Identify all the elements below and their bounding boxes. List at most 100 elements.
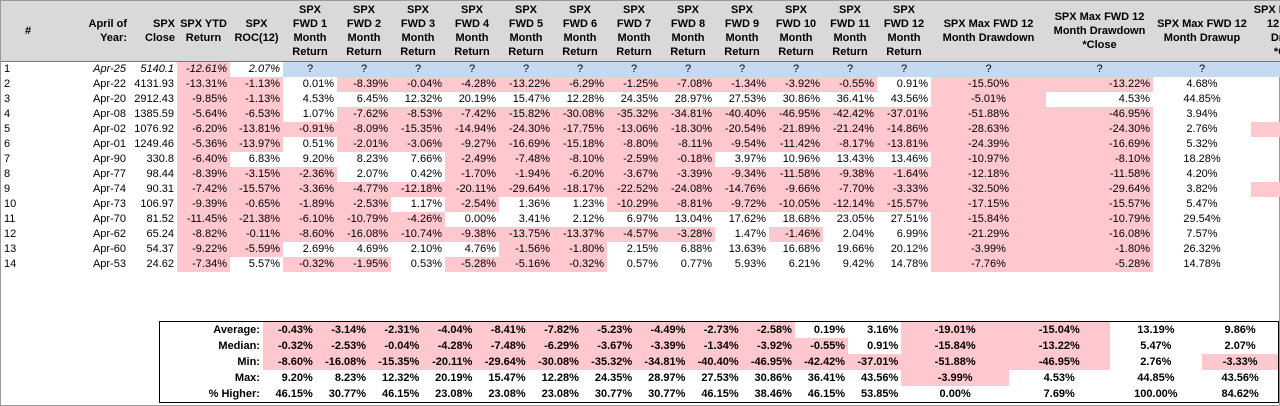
table-row: 10 Apr-73 106.97 -9.39% -0.65% -1.89% -2.53% 1.… — [1, 197, 1280, 212]
table-cell: -0.11% — [230, 227, 283, 242]
table-cell: -9.54% — [715, 137, 769, 152]
stats-cell: -15.35% — [369, 354, 423, 370]
column-header: SPX FWD 4 Month Return — [445, 1, 499, 62]
column-header: SPX FWD 9 Month Return — [715, 1, 769, 62]
table-cell: 3.41% — [518, 213, 550, 225]
table-cell: -15.57% — [230, 182, 283, 197]
stats-row: Max: 9.20% 8.23% 12.32% 20.19% 15.47% 12.28% 24… — [160, 370, 1279, 386]
table-cell: 3 — [4, 93, 11, 105]
column-header: SPX YTD Return — [177, 1, 230, 62]
stats-cell: 24.35% — [594, 371, 633, 384]
table-cell: -13.31% — [177, 77, 230, 92]
stats-cell: -0.55% — [794, 338, 849, 354]
stats-cell: -34.81% — [635, 354, 689, 370]
table-cell: 1.36% — [518, 198, 550, 210]
stats-cell: -0.43% — [262, 321, 316, 338]
table-cell: -0.04% — [391, 77, 445, 92]
table-cell: 19.66% — [836, 243, 874, 255]
table-cell: 1076.92 — [134, 123, 174, 135]
summary-stats-table: Average: -0.43% -3.14% -2.31% -4.04% -8.41% -7… — [159, 321, 1279, 403]
stats-cell: -51.88% — [901, 354, 1009, 370]
table-cell: 7.66% — [410, 153, 442, 165]
table-row: 5 Apr-02 1076.92 -6.20% -13.81% -0.91% -8.09% -… — [1, 122, 1280, 137]
table-cell: -13.97% — [230, 137, 283, 152]
stats-cell: 20.19% — [435, 371, 473, 384]
table-cell: -15.82% — [499, 107, 553, 122]
stats-cell: 38.46% — [754, 387, 792, 400]
table-cell: -1.13% — [230, 77, 283, 92]
table-cell: -7.08% — [661, 77, 715, 92]
stats-cell: 23.08% — [488, 387, 526, 400]
table-cell: -0.55% — [823, 77, 877, 92]
column-header: SPX Max FWD 12 Month Drawup *Close — [1251, 1, 1280, 62]
stats-cell: 13.19% — [1137, 323, 1175, 336]
table-cell: 10 — [4, 198, 17, 210]
table-cell: 106.97 — [140, 198, 174, 210]
stats-cell: 23.08% — [541, 387, 579, 400]
table-cell: 43.56% — [1251, 92, 1280, 107]
table-cell: ? — [607, 61, 661, 77]
table-cell: 4131.93 — [134, 78, 174, 90]
table-cell: 6.21% — [788, 258, 820, 270]
table-cell: -4.57% — [607, 227, 661, 242]
table-cell: -18.30% — [661, 122, 715, 137]
table-cell: -10.79% — [337, 212, 391, 227]
table-cell: 13.46% — [1251, 152, 1280, 167]
table-cell: -1.64% — [877, 167, 931, 182]
table-cell: -9.38% — [823, 167, 877, 182]
stats-cell: -46.95% — [741, 354, 795, 370]
table-cell: -9.38% — [445, 227, 499, 242]
stats-label: Average: — [213, 323, 260, 336]
table-cell: -40.40% — [715, 107, 769, 122]
table-cell: -4.77% — [337, 182, 391, 197]
table-cell: 2.07% — [356, 168, 388, 180]
table-cell: -10.97% — [931, 152, 1046, 167]
stats-cell: -29.64% — [475, 354, 529, 370]
table-cell: -1.46% — [769, 227, 823, 242]
table-cell: 2.12% — [572, 213, 604, 225]
stats-cell: 36.41% — [807, 371, 846, 384]
table-cell: ? — [769, 61, 823, 77]
table-cell: 81.52 — [146, 213, 174, 225]
table-row: 2 Apr-22 4131.93 -13.31% -1.13% 0.01% -8.39% -0… — [1, 77, 1280, 92]
table-cell: -2.59% — [607, 152, 661, 167]
table-row: 7 Apr-90 330.8 -6.40% 6.83% 9.20% 8.23% 7.66% -2… — [1, 152, 1280, 167]
table-cell: 8 — [4, 168, 11, 180]
table-cell: -11.42% — [769, 137, 823, 152]
table-cell: -12.61% — [177, 61, 230, 77]
stats-label: Median: — [218, 339, 260, 352]
column-header: SPX FWD 11 Month Return — [823, 1, 877, 62]
table-cell: -6.20% — [177, 122, 230, 137]
table-cell: 3.97% — [734, 153, 766, 165]
table-cell: -6.53% — [230, 107, 283, 122]
stats-cell: 0.19% — [813, 323, 846, 336]
table-cell: 0.51% — [1251, 137, 1280, 152]
table-cell: -16.08% — [337, 227, 391, 242]
stats-cell: 43.56% — [861, 371, 899, 384]
table-cell: 0.91% — [896, 78, 928, 90]
stats-cell: 23.08% — [435, 387, 473, 400]
table-cell: 6.99% — [1251, 227, 1280, 242]
table-cell: 0.42% — [410, 168, 442, 180]
table-cell: 10.96% — [782, 153, 820, 165]
table-cell: 30.86% — [782, 93, 820, 105]
returns-table: # April of Year: SPX Close SPX YTD Return SP… — [1, 1, 1280, 272]
stats-cell: -1.34% — [688, 338, 742, 354]
table-row: 11 Apr-70 81.52 -11.45% -21.38% -6.10% -10.79%… — [1, 212, 1280, 227]
table-body: 1 Apr-25 5140.1 -12.61% 2.07%???????????????… — [1, 61, 1280, 272]
table-cell: 6.88% — [680, 243, 712, 255]
table-cell: -5.36% — [177, 137, 230, 152]
table-cell: -13.81% — [877, 137, 931, 152]
table-cell: 2912.43 — [134, 93, 174, 105]
table-cell: -8.53% — [391, 107, 445, 122]
table-cell: 0.53% — [410, 258, 442, 270]
stats-cell: 53.85% — [861, 387, 899, 400]
table-cell: Apr-70 — [92, 213, 126, 225]
table-cell: -6.10% — [283, 212, 337, 227]
stats-cell: 7.69% — [1043, 387, 1075, 400]
table-cell: 2 — [4, 78, 11, 90]
table-cell: Apr-60 — [92, 243, 126, 255]
table-row: 8 Apr-77 98.44 -8.39% -3.15% -2.36% 2.07% 0.42%… — [1, 167, 1280, 182]
table-cell: 4.20% — [1186, 168, 1218, 180]
table-cell: -21.29% — [931, 227, 1046, 242]
